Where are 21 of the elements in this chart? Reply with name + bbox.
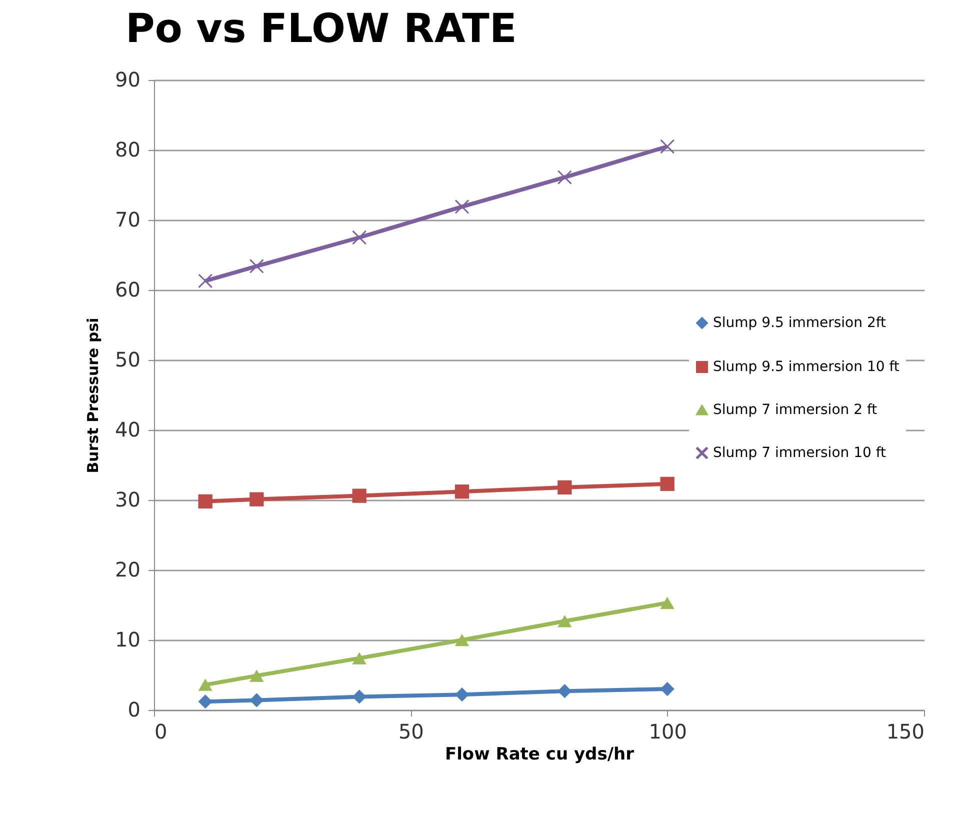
x-tick-label: 150 [886,720,924,744]
legend-label: Slump 7 immersion 2 ft [713,402,878,418]
y-tick-label: 60 [115,278,140,302]
x-tick-label: 100 [648,720,687,744]
y-tick-label: 10 [115,628,140,652]
y-tick-label: 20 [115,558,140,582]
x-axis-title: Flow Rate cu yds/hr [444,744,635,764]
y-tick-label: 30 [115,488,140,512]
legend-label: Slump 9.5 immersion 2ft [713,315,887,331]
chart-title: Po vs FLOW RATE [126,6,517,52]
y-tick-label: 80 [115,138,140,162]
legend-label: Slump 7 immersion 10 ft [713,445,887,461]
y-tick-label: 40 [115,418,140,442]
legend-label: Slump 9.5 immersion 10 ft [713,359,900,375]
y-tick-label: 50 [115,348,140,372]
y-tick-label: 90 [115,68,140,92]
y-tick-label: 70 [115,208,140,232]
x-tick-label: 50 [398,720,424,744]
y-axis-title: Burst Pressure psi [84,318,102,474]
y-tick-label: 0 [128,698,140,722]
x-tick-label: 0 [154,720,168,744]
